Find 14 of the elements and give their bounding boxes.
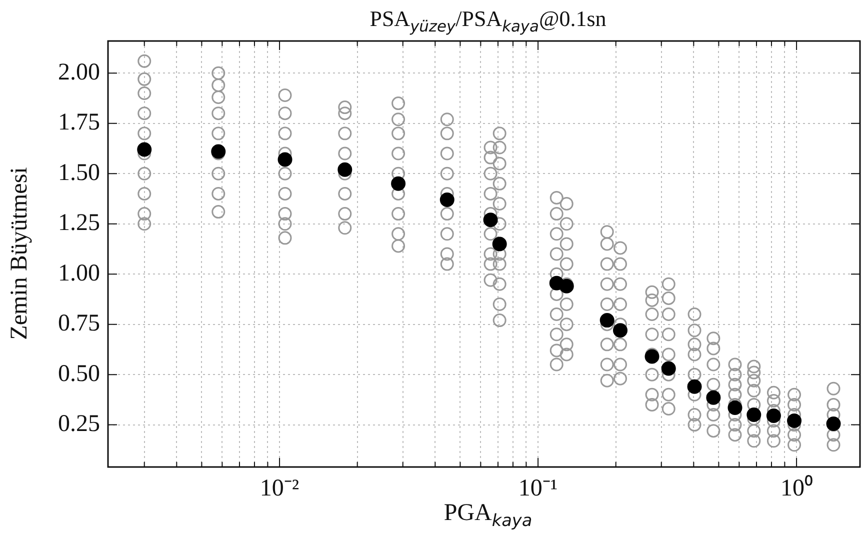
y-axis-title: Zemin Büyütmesi <box>6 166 34 342</box>
x-tick-label: 10⁰ <box>780 474 813 502</box>
x-axis-title: PGA$_{kaya}$ <box>442 500 534 530</box>
y-tick-label: 0.75 <box>58 310 100 337</box>
y-tick-label: 1.50 <box>58 160 100 186</box>
x-tick-label: 10⁻² <box>260 476 300 502</box>
y-tick-label: 1.25 <box>58 210 100 236</box>
chart-title: PSA$_{yüzey}$/PSA$_{kaya}$@0.1sn <box>368 6 608 36</box>
y-tick-label: 1.75 <box>58 110 100 136</box>
y-tick-label: 2.00 <box>58 59 100 86</box>
y-tick-label: 0.25 <box>58 411 100 438</box>
x-tick-label: 10⁻¹ <box>518 476 558 502</box>
y-tick-label: 1.00 <box>58 260 100 286</box>
y-tick-label: 0.50 <box>58 360 100 387</box>
